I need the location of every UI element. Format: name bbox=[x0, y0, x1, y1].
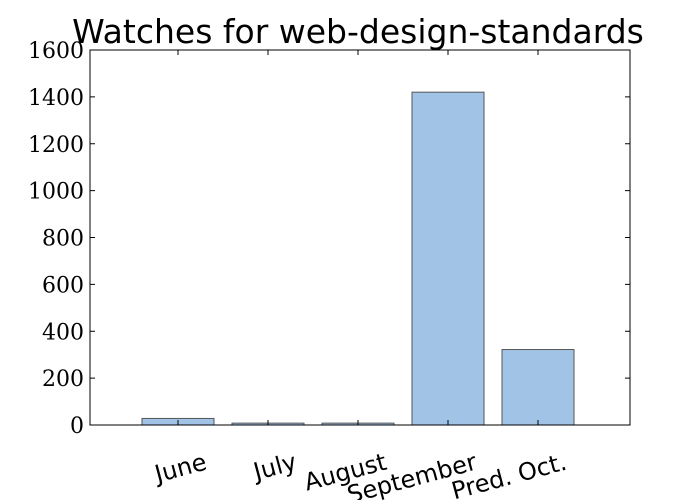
bars-layer bbox=[141, 91, 575, 426]
chart-title: Watches for web-design-standards bbox=[72, 12, 644, 51]
y-tick-label-8: 1600 bbox=[28, 39, 84, 64]
y-tick-label-5: 1000 bbox=[28, 180, 84, 205]
y-axis: 0 200 400 600 800 1000 1200 1400 1600 bbox=[28, 39, 630, 439]
x-tick-label-0: June bbox=[150, 448, 210, 489]
y-tick-label-2: 400 bbox=[42, 320, 84, 345]
bar-4 bbox=[501, 349, 575, 426]
y-tick-label-6: 1200 bbox=[28, 133, 84, 158]
x-tick-label-1: July bbox=[249, 448, 300, 487]
y-tick-label-7: 1400 bbox=[28, 86, 84, 111]
y-tick-label-0: 0 bbox=[70, 414, 84, 439]
y-tick-label-4: 800 bbox=[42, 227, 84, 252]
bar-3 bbox=[411, 91, 485, 426]
y-tick-label-3: 600 bbox=[42, 273, 84, 298]
y-tick-label-1: 200 bbox=[42, 367, 84, 392]
